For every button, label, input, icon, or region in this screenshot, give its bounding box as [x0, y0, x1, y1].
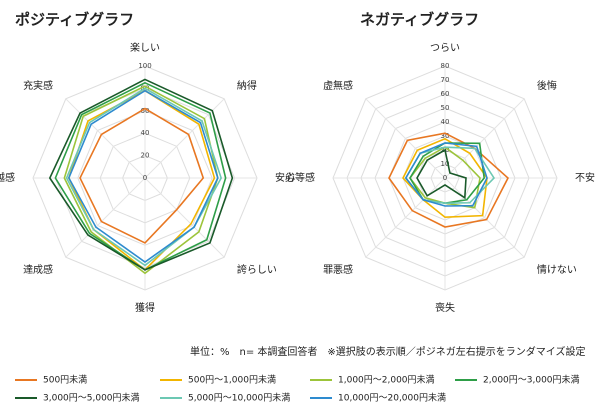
- spoke: [144, 98, 225, 179]
- axis-label: 誇らしい: [237, 263, 277, 276]
- spoke: [365, 98, 446, 179]
- tick-label: 70: [441, 76, 450, 84]
- legend-label: 1,000円〜2,000円未満: [338, 374, 435, 386]
- legend-label: 500円〜1,000円未満: [188, 374, 276, 386]
- spoke: [65, 177, 146, 258]
- chart-title: ポジティブグラフ: [15, 11, 134, 29]
- axis-label: 後悔: [537, 79, 557, 92]
- tick-label: 60: [441, 90, 450, 98]
- legend-label: 3,000円〜5,000円未満: [43, 392, 140, 404]
- spoke: [444, 98, 525, 179]
- tick-label: 30: [441, 132, 450, 140]
- axis-label: 不安: [575, 171, 595, 184]
- spoke: [144, 177, 225, 258]
- footnote: 単位：% n= 本調査回答者 ※選択肢の表示順／ポジネガ左右提示をランダマイズ設…: [190, 345, 585, 358]
- legend-label: 500円未満: [43, 374, 87, 386]
- axis-label: 情けない: [537, 263, 577, 276]
- chart-title: ネガティブグラフ: [360, 11, 479, 29]
- axis-label: つらい: [430, 42, 460, 54]
- tick-label: 50: [441, 104, 450, 112]
- series-line: [65, 87, 223, 267]
- axis-label: 充実感: [23, 79, 53, 92]
- legend-label: 10,000円〜20,000円未満: [338, 392, 446, 404]
- tick-label: 60: [141, 107, 150, 115]
- axis-label: 優越感: [0, 171, 15, 184]
- series-line: [388, 132, 509, 228]
- series-line: [79, 107, 205, 244]
- axis-label: 虚無感: [323, 79, 353, 92]
- series-line: [63, 85, 219, 275]
- tick-label: 40: [441, 118, 450, 126]
- axis-label: 罪悪感: [323, 263, 353, 276]
- legend-label: 2,000円〜3,000円未満: [483, 374, 580, 386]
- tick-label: 0: [143, 174, 147, 182]
- axis-label: 楽しい: [130, 41, 160, 54]
- spoke: [365, 177, 446, 258]
- axis-label: 劣等感: [285, 171, 315, 184]
- axis-label: 獲得: [135, 301, 155, 314]
- axis-label: 喪失: [435, 301, 455, 314]
- series-line: [67, 89, 219, 263]
- series-line: [48, 78, 234, 271]
- axis-label: 安心: [275, 171, 295, 184]
- tick-label: 100: [138, 62, 151, 70]
- axis-label: 達成感: [23, 263, 53, 276]
- tick-label: 80: [441, 62, 450, 70]
- tick-label: 10: [441, 160, 450, 168]
- tick-label: 20: [141, 152, 150, 160]
- series-line: [402, 137, 488, 219]
- series-line: [416, 148, 467, 200]
- tick-label: 0: [443, 174, 447, 182]
- spoke: [444, 177, 525, 258]
- legend-label: 5,000円〜10,000円未満: [188, 392, 290, 404]
- axis-label: 納得: [237, 79, 257, 92]
- tick-label: 40: [141, 129, 150, 137]
- spoke: [65, 98, 146, 179]
- series-line: [404, 142, 488, 207]
